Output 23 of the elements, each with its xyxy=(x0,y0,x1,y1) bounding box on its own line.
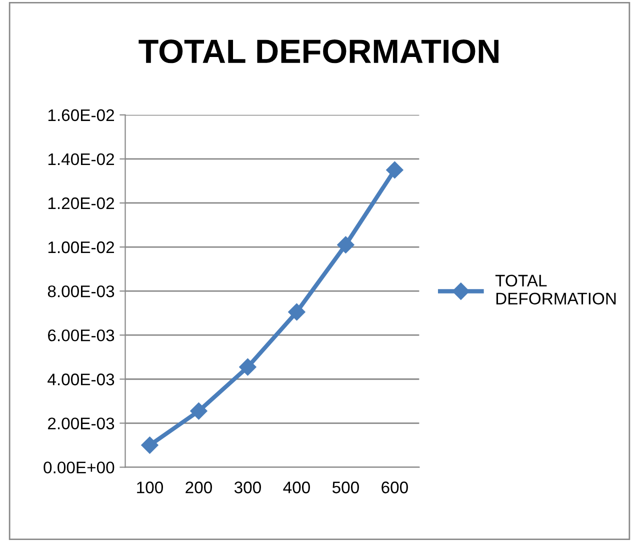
y-tick-label: 2.00E-03 xyxy=(48,418,114,430)
x-tick-label: 100 xyxy=(137,482,163,494)
point xyxy=(190,402,208,420)
y-tick-label: 1.60E-02 xyxy=(48,109,114,122)
x-tick-label: 200 xyxy=(186,482,212,494)
legend-label: TOTAL DEFORMATION xyxy=(495,274,616,305)
point xyxy=(141,436,158,454)
x-tick-label: 400 xyxy=(283,482,310,494)
x-tick-label: 600 xyxy=(382,482,408,494)
point xyxy=(386,161,404,179)
point xyxy=(239,358,256,376)
y-tick-label: 4.00E-03 xyxy=(48,374,114,386)
x-tick-label: 500 xyxy=(332,482,359,494)
y-tick-label: 1.00E-02 xyxy=(48,241,114,254)
y-tick-label: 1.20E-02 xyxy=(48,197,114,210)
y-tick-label: 0.00E+00 xyxy=(44,462,114,474)
point xyxy=(337,236,354,254)
point xyxy=(288,303,306,321)
chart-title: TOTAL DEFORMATION xyxy=(138,40,498,64)
x-tick-label: 300 xyxy=(234,482,261,494)
y-tick-label: 6.00E-03 xyxy=(48,329,114,342)
y-tick-label: 8.00E-03 xyxy=(48,285,114,298)
y-tick-label: 1.40E-02 xyxy=(48,153,114,166)
